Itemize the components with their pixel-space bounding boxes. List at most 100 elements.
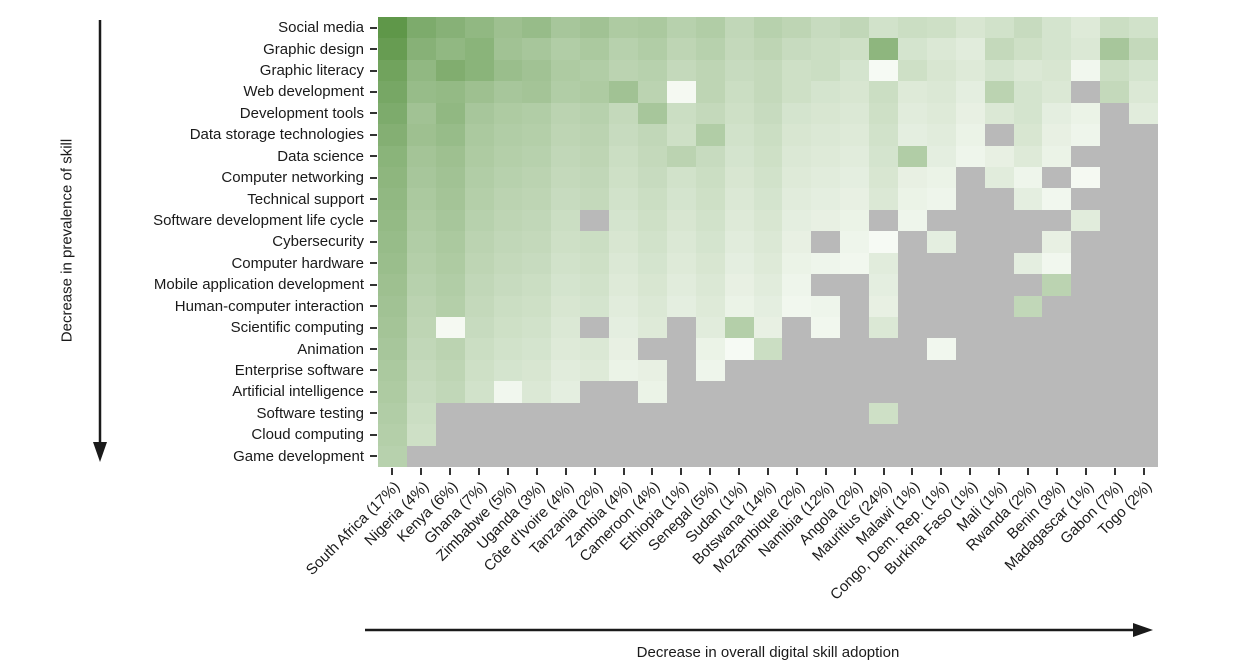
heatmap-cell (1071, 124, 1101, 146)
y-tick (370, 188, 377, 209)
heatmap-cell (1013, 359, 1043, 382)
heatmap-cell (551, 81, 581, 103)
heatmap-cell (551, 209, 581, 232)
heatmap-cell (1100, 402, 1130, 425)
x-axis-column-labels: South Africa (17%) Nigeria (4%) Kenya (6%)… (303, 478, 1158, 614)
x-axis-ticks (378, 468, 1158, 475)
heatmap-cell (984, 209, 1014, 232)
heatmap-cell (724, 38, 754, 60)
heatmap-cell (869, 316, 898, 339)
heatmap-cell (1013, 209, 1043, 232)
heatmap-cell (926, 166, 956, 189)
heatmap-cell (724, 295, 754, 317)
heatmap-cell (926, 381, 956, 403)
heatmap-cell (638, 274, 667, 296)
y-tick (370, 60, 377, 81)
row-label: Data storage technologies (189, 126, 364, 144)
heatmap-cell (551, 166, 581, 189)
heatmap-cell (984, 81, 1014, 103)
heatmap-cell (926, 445, 956, 467)
heatmap-cell (666, 209, 696, 232)
heatmap-cell (522, 145, 552, 167)
heatmap-cell (580, 209, 610, 232)
heatmap-cell (464, 338, 494, 360)
heatmap-cell (1100, 424, 1130, 446)
heatmap-cell (926, 359, 956, 382)
heatmap-cell (1100, 59, 1130, 82)
heatmap-cell (869, 402, 898, 425)
heatmap-cell (724, 166, 754, 189)
heatmap-cell (955, 274, 985, 296)
heatmap-grid (378, 17, 1158, 467)
heatmap-cell (811, 124, 841, 146)
heatmap-cell (406, 17, 436, 39)
heatmap-cell (869, 124, 898, 146)
heatmap-cell (1013, 145, 1043, 167)
heatmap-cell (464, 445, 494, 467)
heatmap-cell (1071, 102, 1101, 125)
heatmap-cell (638, 102, 667, 125)
heatmap-cell (869, 188, 898, 210)
heatmap-cell (840, 145, 870, 167)
heatmap-cell (724, 252, 754, 275)
heatmap-cell (955, 166, 985, 189)
heatmap-cell (522, 209, 552, 232)
heatmap-cell (609, 209, 638, 232)
heatmap-cell (1071, 231, 1101, 253)
heatmap-cell (955, 124, 985, 146)
heatmap-cell (898, 38, 927, 60)
heatmap-cell (724, 59, 754, 82)
heatmap-cell (1129, 81, 1158, 103)
heatmap-cell (493, 102, 523, 125)
heatmap-cell (666, 252, 696, 275)
heatmap-cell (406, 445, 436, 467)
y-tick (370, 274, 377, 295)
heatmap-cell (695, 359, 725, 382)
heatmap-cell (955, 209, 985, 232)
heatmap-cell (811, 59, 841, 82)
heatmap-cell (753, 424, 783, 446)
heatmap-cell (609, 359, 638, 382)
heatmap-cell (926, 145, 956, 167)
heatmap-cell (869, 145, 898, 167)
heatmap-cell (551, 359, 581, 382)
heatmap-cell (406, 402, 436, 425)
heatmap-cell (782, 295, 812, 317)
heatmap-cell (493, 359, 523, 382)
heatmap-cell (609, 381, 638, 403)
heatmap-cell (811, 166, 841, 189)
heatmap-cell (1042, 231, 1072, 253)
heatmap-cell (753, 81, 783, 103)
heatmap-cell (638, 252, 667, 275)
heatmap-cell (666, 124, 696, 146)
heatmap-cell (840, 102, 870, 125)
heatmap-cell (522, 231, 552, 253)
heatmap-cell (984, 445, 1014, 467)
y-tick (370, 231, 377, 252)
heatmap-cell (955, 252, 985, 275)
y-tick (370, 146, 377, 167)
heatmap-cell (464, 402, 494, 425)
heatmap-cell (580, 38, 610, 60)
heatmap-cell (406, 209, 436, 232)
x-tick (725, 468, 754, 475)
heatmap-cell (1042, 359, 1072, 382)
heatmap-cell (1129, 231, 1158, 253)
row-label: Game development (233, 447, 364, 465)
heatmap-cell (638, 316, 667, 339)
row-label: Technical support (247, 190, 364, 208)
heatmap-cell (609, 81, 638, 103)
heatmap-cell (753, 402, 783, 425)
heatmap-cell (1100, 124, 1130, 146)
heatmap-cell (1071, 17, 1101, 39)
heatmap-cell (955, 38, 985, 60)
heatmap-cell (406, 59, 436, 82)
heatmap-cell (609, 124, 638, 146)
heatmap-cell (984, 252, 1014, 275)
heatmap-cell (926, 38, 956, 60)
heatmap-cell (695, 231, 725, 253)
heatmap-cell (666, 231, 696, 253)
heatmap-cell (464, 17, 494, 39)
y-tick (370, 360, 377, 381)
heatmap-cell (1042, 252, 1072, 275)
